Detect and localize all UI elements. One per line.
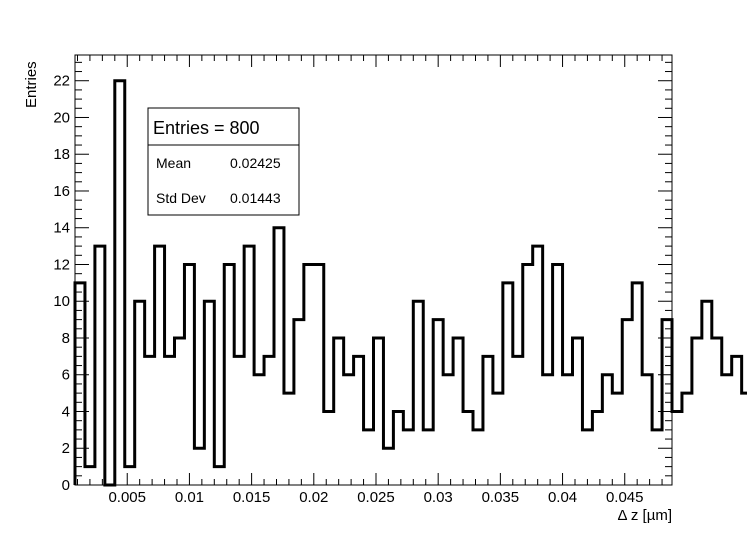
x-axis-title: Δ z [µm] [618,507,673,524]
histogram-bin [175,338,185,485]
x-tick-label: 0.01 [175,489,204,506]
histogram-bin [403,430,413,485]
histogram-bin [742,393,747,485]
y-tick-label: 14 [53,220,70,237]
histogram-bin [214,467,224,485]
y-tick-label: 16 [53,183,70,200]
y-tick-label: 22 [53,73,70,90]
stats-title: Entries = 800 [153,118,260,138]
histogram-bin [722,375,732,485]
x-axis-ticks: 0.005 0.01 0.015 0.02 0.025 0.03 0.035 0.04 0.04… [76,55,663,506]
y-tick-label: 0 [62,477,70,494]
x-tick-label: 0.03 [424,489,453,506]
histogram-bin [582,430,592,485]
histogram-bin [145,356,155,485]
histogram-bin [284,393,294,485]
x-tick-label: 0.02 [299,489,328,506]
histogram-bin [513,356,523,485]
histogram-bin [344,375,354,485]
x-tick-label: 0.035 [482,489,520,506]
histogram-bin [563,375,573,485]
stats-stddev-label: Std Dev [156,190,206,206]
x-tick-label: 0.005 [108,489,146,506]
histogram-bin [543,375,553,485]
y-tick-label: 6 [62,367,70,384]
histogram-bin [194,448,204,485]
y-tick-label: 8 [62,330,70,347]
histogram-outline [73,79,747,487]
stats-mean-label: Mean [156,155,191,171]
x-tick-label: 0.045 [606,489,644,506]
histogram-bin [234,356,244,485]
histogram-bin [473,430,483,485]
histogram-bin [324,411,334,485]
histogram-bin [165,356,175,485]
x-tick-label: 0.04 [548,489,577,506]
y-axis-title: Entries [23,61,40,108]
histogram-bin [125,467,135,485]
stats-stddev-value: 0.01443 [230,190,281,206]
histogram-bin [612,393,622,485]
y-tick-label: 2 [62,440,70,457]
x-tick-label: 0.025 [357,489,395,506]
histogram-bin [364,430,374,485]
y-tick-label: 10 [53,293,70,310]
histogram-bin [652,430,662,485]
histogram-bin [254,375,264,485]
plot-frame [74,54,673,486]
stats-box: Entries = 800 Mean 0.02425 Std Dev 0.014… [147,107,300,216]
histogram-bin [443,375,453,485]
histogram-bin [423,430,433,485]
x-tick-label: 0.015 [233,489,271,506]
y-tick-label: 18 [53,146,70,163]
stats-box-border [147,107,300,216]
y-tick-label: 20 [53,109,70,126]
histogram-bin [672,411,682,485]
histogram-bin [493,393,503,485]
y-tick-label: 4 [62,403,70,420]
y-tick-label: 12 [53,256,70,273]
stats-mean-value: 0.02425 [230,155,281,171]
